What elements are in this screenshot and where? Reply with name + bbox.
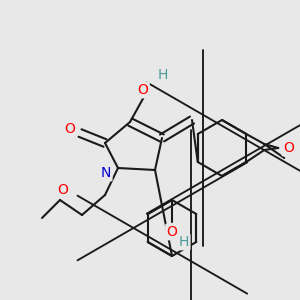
Text: O: O: [58, 183, 68, 197]
Text: O: O: [138, 83, 148, 97]
Text: O: O: [283, 141, 294, 155]
Text: O: O: [64, 122, 75, 136]
Text: H: H: [158, 68, 168, 82]
Text: H: H: [179, 235, 189, 249]
Text: N: N: [101, 166, 111, 180]
Text: O: O: [167, 225, 177, 239]
